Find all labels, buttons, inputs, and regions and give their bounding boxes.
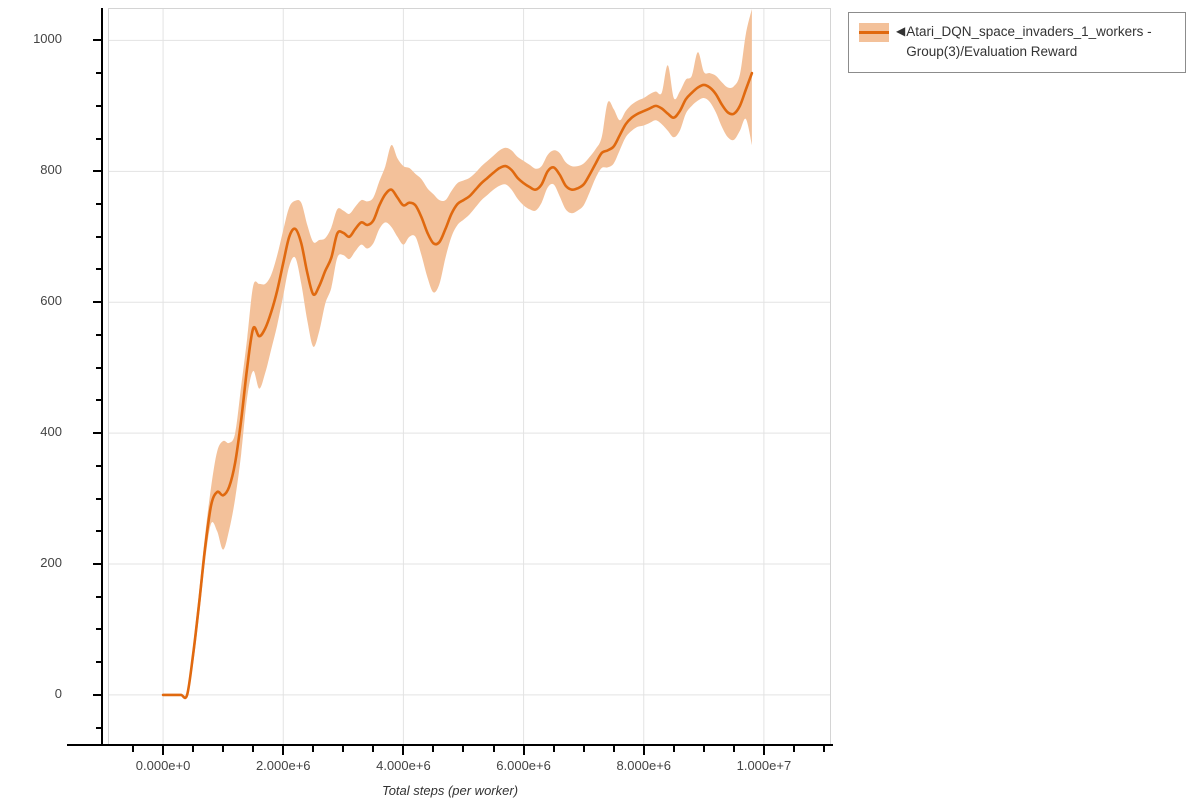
y-tick-minor xyxy=(96,333,102,336)
y-tick-major xyxy=(93,693,102,696)
y-tick-major xyxy=(93,563,102,565)
legend-caret-icon: ◀ xyxy=(896,24,906,38)
y-tick-minor xyxy=(96,235,102,238)
y-tick-minor xyxy=(96,661,102,664)
series-layer xyxy=(161,9,754,700)
series-line xyxy=(161,71,754,700)
x-tick-major xyxy=(762,746,765,755)
x-tick-major xyxy=(402,746,405,755)
y-tick-minor xyxy=(96,268,102,271)
x-tick-minor xyxy=(132,746,135,752)
y-tick-minor xyxy=(96,137,102,140)
y-tick-minor xyxy=(96,595,102,598)
x-tick-minor xyxy=(342,746,345,752)
legend-color-swatch xyxy=(859,23,889,42)
x-tick-major xyxy=(162,746,165,755)
y-tick-major xyxy=(93,170,102,173)
x-tick-label: 1.000e+7 xyxy=(736,758,792,773)
y-tick-minor xyxy=(96,628,102,631)
y-tick-label: 200 xyxy=(40,555,62,570)
y-tick-minor xyxy=(96,726,102,729)
x-axis-title: Total steps (per worker) xyxy=(381,783,519,798)
x-tick-minor xyxy=(732,746,735,752)
y-axis-line xyxy=(101,8,103,745)
confidence-band xyxy=(163,9,752,699)
legend-item-label: Atari_DQN_space_invaders_1_workers - Gro… xyxy=(906,24,1152,59)
y-tick-label: 0 xyxy=(54,685,62,701)
x-tick-minor xyxy=(702,746,705,752)
x-tick-label: 0.000e+0 xyxy=(135,758,191,773)
y-tick-minor xyxy=(96,366,102,369)
x-tick-minor xyxy=(552,746,555,752)
x-tick-minor xyxy=(672,746,675,752)
plot-area xyxy=(108,8,831,745)
y-tick-minor xyxy=(96,72,102,75)
y-tick-label: 800 xyxy=(40,162,62,178)
gridlines xyxy=(109,9,830,744)
x-tick-major xyxy=(642,746,645,755)
y-tick-label: 400 xyxy=(40,424,62,440)
x-tick-minor xyxy=(432,746,435,752)
x-tick-minor xyxy=(222,746,225,752)
x-tick-minor xyxy=(612,746,615,752)
x-tick-minor xyxy=(492,746,495,752)
x-tick-label: 8.000e+6 xyxy=(616,758,672,773)
chart-legend[interactable]: ◀ Atari_DQN_space_invaders_1_workers - G… xyxy=(848,12,1186,73)
x-tick-minor xyxy=(252,746,255,752)
y-tick-minor xyxy=(96,203,102,206)
x-tick-major xyxy=(282,746,285,755)
x-tick-label: 2.000e+6 xyxy=(255,758,311,773)
y-tick-major xyxy=(93,432,102,435)
x-tick-minor xyxy=(792,746,795,752)
x-tick-minor xyxy=(462,746,465,752)
x-tick-label: 4.000e+6 xyxy=(376,758,431,773)
y-tick-minor xyxy=(96,530,102,533)
x-axis-line xyxy=(67,744,833,746)
y-tick-minor xyxy=(96,399,102,402)
x-tick-major xyxy=(522,746,525,755)
legend-line-swatch xyxy=(859,31,889,34)
y-tick-minor xyxy=(96,497,102,500)
x-tick-minor xyxy=(192,746,195,752)
x-tick-minor xyxy=(312,746,315,752)
y-tick-minor xyxy=(96,104,102,107)
y-tick-major xyxy=(93,301,102,304)
x-tick-label: 6.000e+6 xyxy=(496,758,551,773)
x-tick-minor xyxy=(372,746,375,752)
plot-svg xyxy=(109,9,830,744)
x-tick-minor xyxy=(582,746,585,752)
y-tick-minor xyxy=(96,464,102,467)
x-tick-minor xyxy=(822,746,825,752)
y-tick-major xyxy=(93,39,102,42)
legend-item[interactable]: ◀ Atari_DQN_space_invaders_1_workers - G… xyxy=(859,22,1175,62)
y-tick-label: 1000 xyxy=(33,31,62,47)
y-tick-label: 600 xyxy=(40,293,62,309)
